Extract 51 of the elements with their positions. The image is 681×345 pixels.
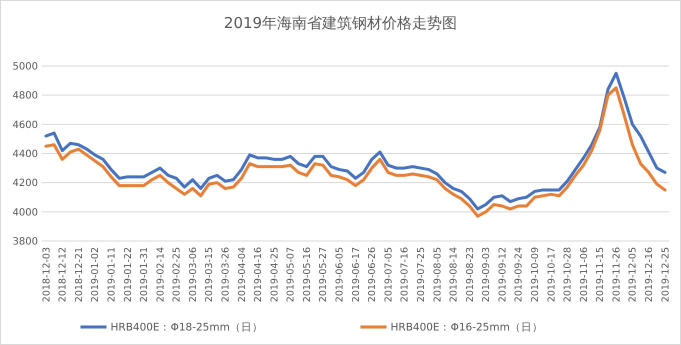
x-tick-label: 2018-12-03 bbox=[41, 247, 52, 302]
x-tick-label: 2019-05-16 bbox=[302, 247, 313, 302]
x-tick-label: 2019-01-11 bbox=[106, 247, 118, 302]
y-tick-label: 3800 bbox=[12, 236, 38, 248]
x-tick-label: 2019-01-22 bbox=[122, 247, 134, 302]
x-tick-label: 2019-09-12 bbox=[497, 247, 508, 302]
y-tick-label: 4800 bbox=[12, 90, 38, 102]
x-tick-label: 2019-04-16 bbox=[253, 247, 264, 302]
x-tick-label: 2019-04-25 bbox=[269, 247, 280, 302]
x-tick-label: 2019-01-02 bbox=[90, 247, 102, 302]
x-tick-label: 2019-07-25 bbox=[416, 247, 427, 302]
x-tick-label: 2019-01-31 bbox=[139, 247, 150, 302]
x-tick-label: 2018-12-21 bbox=[74, 247, 85, 302]
y-tick-label: 4000 bbox=[12, 207, 38, 218]
line-series bbox=[44, 72, 666, 210]
x-tick-label: 2019-11-15 bbox=[595, 247, 606, 302]
x-tick-label: 2019-09-03 bbox=[481, 247, 492, 302]
x-tick-label: 2019-12-16 bbox=[644, 247, 656, 302]
x-tick-label: 2019-12-25 bbox=[660, 247, 672, 302]
x-tick-label: 2019-04-04 bbox=[236, 247, 248, 302]
x-tick-label: 2018-12-12 bbox=[58, 247, 69, 302]
y-tick-label: 4600 bbox=[12, 120, 38, 131]
y-tick-label: 5000 bbox=[12, 62, 38, 72]
x-tick-label: 2019-08-23 bbox=[464, 247, 476, 302]
x-tick-label: 2019-02-14 bbox=[155, 247, 166, 302]
x-tick-label: 2019-06-17 bbox=[350, 247, 362, 302]
line-series bbox=[44, 86, 666, 218]
x-tick-label: 2019-06-05 bbox=[334, 247, 346, 302]
x-tick-label: 2019-10-09 bbox=[530, 247, 542, 302]
x-tick-label: 2019-03-26 bbox=[220, 247, 232, 302]
x-tick-label: 2019-05-27 bbox=[318, 247, 330, 302]
x-tick-label: 2019-08-05 bbox=[432, 247, 444, 302]
x-tick-label: 2019-10-17 bbox=[546, 247, 558, 302]
x-tick-label: 2019-07-05 bbox=[383, 247, 394, 302]
y-tick-label: 4400 bbox=[12, 149, 38, 160]
legend-label: HRB400E：Φ18-25mm（日） bbox=[110, 322, 263, 334]
x-tick-label: 2019-11-06 bbox=[578, 247, 590, 302]
x-tick-label: 2019-02-25 bbox=[172, 247, 183, 302]
x-tick-label: 2019-11-26 bbox=[611, 247, 622, 302]
chart-title: 2019年海南省建筑钢材价格走势图 bbox=[224, 14, 458, 32]
x-tick-label: 2019-05-07 bbox=[286, 247, 297, 302]
x-tick-label: 2019-07-16 bbox=[400, 247, 411, 302]
x-tick-label: 2019-10-28 bbox=[562, 247, 574, 302]
x-tick-label: 2019-06-26 bbox=[367, 247, 378, 302]
legend-label: HRB400E：Φ16-25mm（日） bbox=[390, 322, 543, 334]
y-tick-label: 4200 bbox=[12, 178, 38, 190]
x-tick-label: 2019-08-14 bbox=[448, 247, 460, 302]
x-tick-label: 2019-03-06 bbox=[188, 247, 199, 302]
x-tick-label: 2019-09-24 bbox=[514, 247, 525, 302]
x-tick-label: 2019-03-15 bbox=[204, 247, 216, 302]
x-tick-label: 2019-12-05 bbox=[628, 247, 639, 302]
